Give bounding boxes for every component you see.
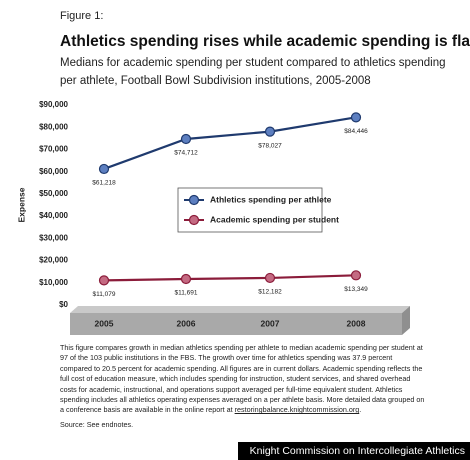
x-tick-label: 2005 [95,318,114,328]
note-link[interactable]: restoringbalance.knightcommission.org [234,405,360,415]
x-tick-label: 2006 [177,318,196,328]
note-text: This figure compares growth in median at… [60,343,425,415]
note-end: . [359,405,362,415]
point [98,163,110,175]
subtitle: Medians for academic spending per studen… [60,57,445,69]
y-tick-label: $10,000 [39,278,68,287]
axis-band-side [402,306,410,335]
series-line [103,116,357,170]
source: Source: See endnotes. [60,420,134,429]
point [350,270,362,281]
x-tick-label: 2007 [261,318,280,328]
point [180,273,192,285]
value-label: $78,027 [258,142,282,149]
value-label: $11,691 [174,290,197,297]
axis-band [70,313,402,335]
point [264,272,276,284]
y-axis-label: Expense [16,187,26,222]
subtitle: per athlete, Football Bowl Subdivision i… [60,75,371,87]
value-label: $61,218 [92,180,116,187]
y-tick-label: $0 [59,300,68,309]
value-label: $13,349 [344,286,368,293]
y-tick-label: $90,000 [39,100,68,109]
point [98,275,110,286]
credit: Knight Commission on Intercollegiate Ath… [238,442,470,460]
point [264,126,276,137]
point [350,112,362,123]
note: This figure compares growth in median at… [60,343,425,416]
y-tick-label: $60,000 [39,167,68,176]
legend [177,187,323,233]
value-label: $11,079 [92,291,115,298]
value-label: $84,446 [344,128,368,135]
legend-label: Athletics spending per athlete [210,194,332,204]
series-line [103,274,357,282]
y-tick-label: $80,000 [39,122,68,131]
legend-marker [188,214,200,226]
y-tick-label: $50,000 [39,189,68,198]
point [180,133,192,145]
legend-marker [188,194,200,206]
y-tick-label: $70,000 [39,145,68,154]
value-label: $74,712 [174,150,198,157]
legend-label: Academic spending per student [210,214,339,224]
axis-band-top [70,306,410,313]
y-tick-label: $30,000 [39,233,68,242]
chart-title: Athletics spending rises while academic … [60,33,470,50]
figure-label: Figure 1: [60,10,103,22]
x-tick-label: 2008 [347,318,366,328]
y-tick-label: $40,000 [39,211,68,220]
y-tick-label: $20,000 [39,256,68,265]
value-label: $12,182 [258,289,282,296]
